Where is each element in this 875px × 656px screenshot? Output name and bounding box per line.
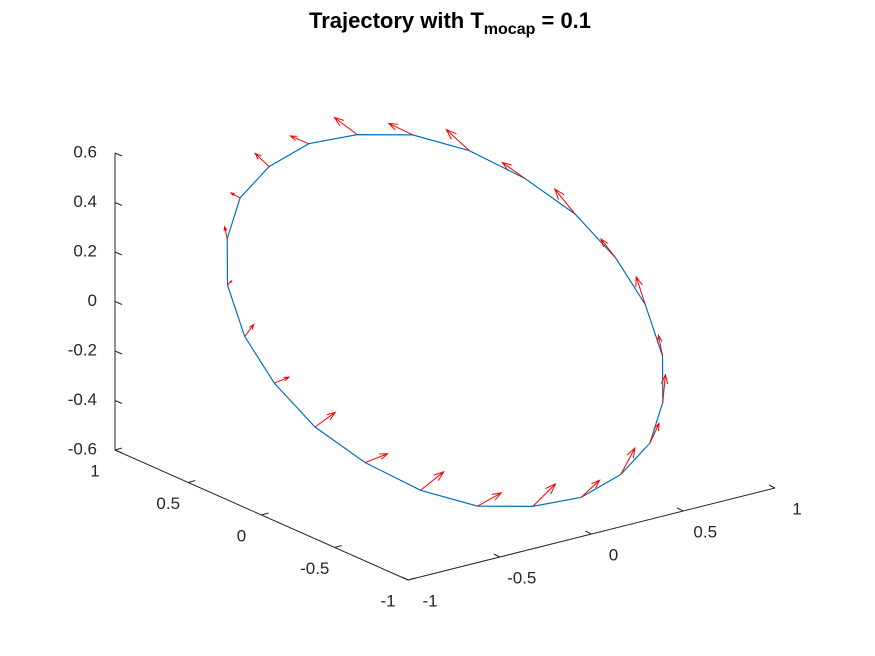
z-tick	[114, 202, 123, 206]
z-tick-label: 0.2	[73, 241, 97, 260]
y-tick	[114, 447, 123, 451]
x-tick	[677, 507, 684, 512]
x-tick-label: -0.5	[507, 568, 536, 587]
y-tick	[261, 512, 269, 516]
quiver-arrow	[660, 373, 669, 403]
quiver-arrow	[501, 161, 526, 179]
y-tick-label: 1	[90, 461, 99, 480]
chart-title: Trajectory with Tmocap = 0.1	[309, 8, 591, 38]
quiver-arrow	[227, 279, 233, 286]
quiver-arrow	[333, 116, 358, 136]
quiver-arrow	[553, 187, 576, 215]
x-tick-label: -1	[422, 591, 437, 610]
quiver-arrow	[649, 422, 660, 444]
y-tick	[188, 480, 196, 483]
z-tick-label: 0.4	[73, 192, 97, 211]
x-tick	[768, 484, 776, 489]
x-tick-label: 1	[792, 499, 801, 518]
quiver-arrow	[229, 192, 241, 199]
x-tick-label: 0	[609, 545, 618, 564]
z-tick	[114, 251, 123, 256]
y-tick-label: -1	[380, 591, 395, 610]
quiver-arrow	[420, 470, 445, 491]
x-tick	[493, 553, 500, 558]
quiver-arrow	[223, 225, 228, 239]
quiver-arrow	[656, 333, 663, 356]
z-tick	[114, 449, 123, 454]
quiver-arrow	[254, 152, 270, 167]
z-tick	[114, 350, 123, 355]
z-tick-label: 0.6	[73, 142, 97, 161]
title-main: Trajectory with T	[309, 8, 484, 33]
quiver-arrow	[445, 128, 470, 152]
quiver-arrow	[477, 492, 503, 507]
z-tick	[114, 400, 123, 404]
quiver-arrow	[274, 376, 291, 384]
quiver-arrow	[600, 237, 617, 259]
y-tick	[407, 577, 416, 581]
x-tick	[585, 530, 592, 535]
y-tick-label: 0.5	[156, 494, 180, 513]
y-tick	[334, 545, 342, 548]
trajectory-line	[226, 133, 664, 508]
quiver-arrow	[620, 446, 636, 475]
quiver-arrow	[314, 411, 337, 428]
x-tick-label: 0.5	[693, 522, 717, 541]
title-suffix: = 0.1	[535, 8, 591, 33]
y-tick-label: 0	[237, 526, 246, 545]
quiver-arrow	[289, 135, 309, 145]
x-tick	[401, 576, 409, 581]
quiver-arrow	[635, 275, 646, 305]
z-tick-label: 0	[88, 291, 97, 310]
z-tick-label: -0.2	[68, 340, 97, 359]
title-subscript: mocap	[484, 21, 536, 38]
z-tick	[114, 301, 123, 305]
y-tick-label: -0.5	[300, 559, 329, 578]
z-tick	[114, 152, 123, 157]
z-tick-label: -0.6	[68, 439, 97, 458]
quiver-arrow	[387, 122, 413, 136]
quiver-arrow	[532, 482, 557, 507]
quiver-arrow	[244, 323, 255, 337]
quiver-arrow	[365, 453, 389, 464]
quiver-arrow	[580, 479, 601, 498]
z-tick-label: -0.4	[68, 390, 97, 409]
